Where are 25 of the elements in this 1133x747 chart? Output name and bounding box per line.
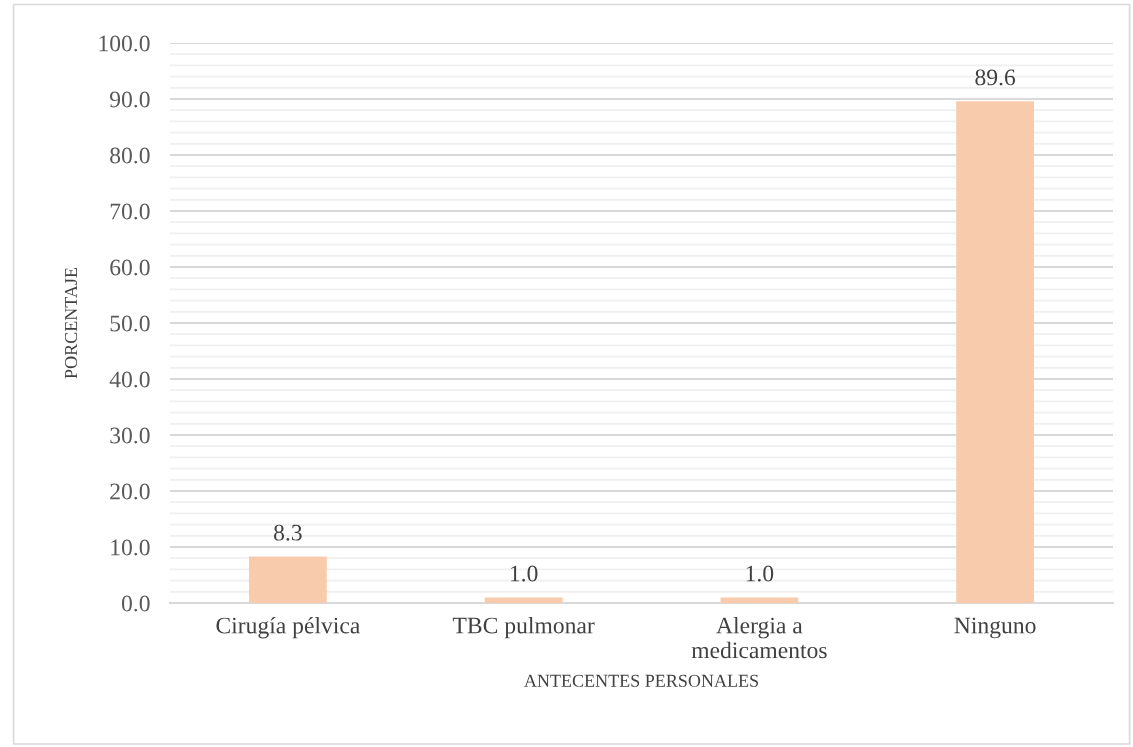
y-tick-label: 60.0: [110, 259, 150, 276]
data-label: 89.6: [975, 69, 1016, 86]
x-tick-label: TBC pulmonar: [452, 616, 595, 639]
x-tick-label: Cirugía pélvica: [216, 616, 360, 639]
y-tick-label: 10.0: [111, 539, 150, 556]
y-tick-label: 80.0: [110, 147, 150, 164]
data-label: 1.0: [746, 565, 774, 582]
x-tick-label: Ninguno: [954, 617, 1036, 639]
y-tick-label: 90.0: [110, 91, 150, 108]
bar: [484, 597, 563, 603]
y-tick-label: 70.0: [110, 203, 150, 220]
bar: [956, 101, 1035, 603]
y-tick-label: 40.0: [109, 371, 150, 388]
bar: [248, 556, 327, 603]
bar: [720, 597, 799, 603]
y-tick-label: 30.0: [110, 427, 150, 444]
data-label: 1.0: [510, 565, 538, 582]
y-tick-label: 20.0: [110, 483, 150, 500]
y-tick-label: 50.0: [110, 315, 150, 332]
y-tick-label: 0.0: [121, 595, 150, 612]
x-axis-title: ANTECENTES PERSONALES: [524, 674, 758, 687]
x-tick-label: Alergia a medicamentos: [691, 616, 827, 659]
y-tick-label: 100.0: [99, 35, 150, 52]
y-axis-title: PORCENTAJE: [64, 267, 78, 379]
data-label: 8.3: [274, 524, 302, 541]
